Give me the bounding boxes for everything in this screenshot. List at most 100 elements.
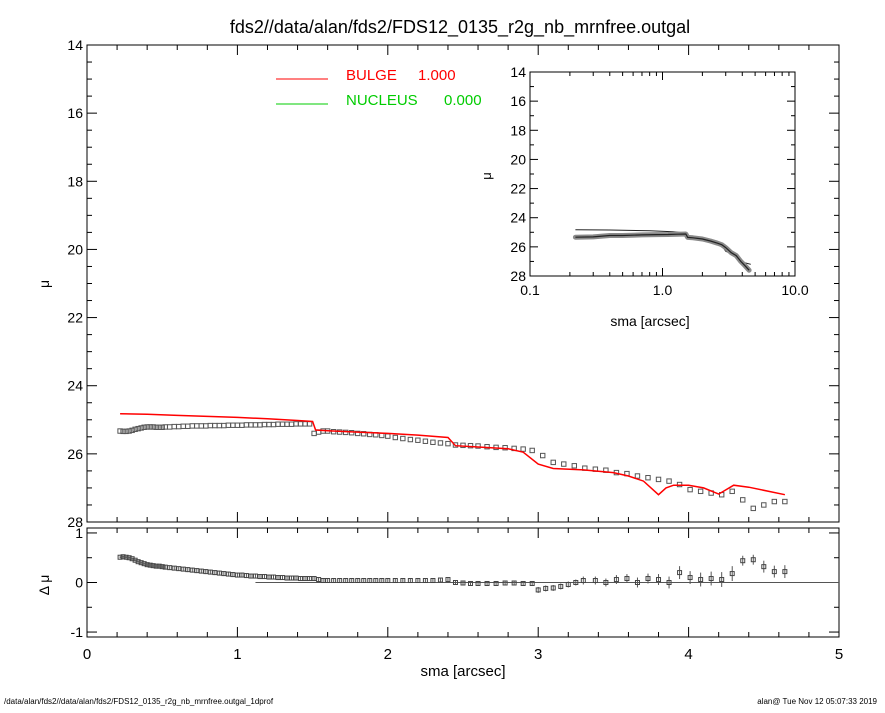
main-data-point xyxy=(529,447,535,454)
residual-x-tick-label: 0 xyxy=(83,646,91,663)
main-data-point xyxy=(156,424,162,430)
residual-point xyxy=(230,572,236,578)
residual-point xyxy=(761,564,767,570)
main-data-point xyxy=(445,440,451,447)
inset-x-tick-label: 1.0 xyxy=(653,282,673,298)
residual-x-tick-label: 4 xyxy=(684,646,692,663)
main-data-point xyxy=(120,428,126,435)
residual-point xyxy=(141,561,147,567)
residual-point xyxy=(150,563,156,569)
inset-y-tick-label: 22 xyxy=(510,181,526,197)
main-data-point xyxy=(176,423,182,430)
main-data-point xyxy=(452,442,459,448)
main-data-point xyxy=(126,428,132,434)
residual-point xyxy=(468,580,474,586)
residual-point xyxy=(511,580,517,586)
inset-y-tick-label: 20 xyxy=(510,151,526,167)
residual-point xyxy=(203,569,209,575)
residual-point xyxy=(189,567,195,573)
main-data-point xyxy=(221,422,227,429)
residual-point xyxy=(343,578,349,584)
main-y-tick-label: 24 xyxy=(67,378,83,394)
residual-point xyxy=(484,580,490,586)
residual-point xyxy=(252,573,258,579)
residual-y-tick-label: 0 xyxy=(75,575,83,591)
footer-user-timestamp: alan@ Tue Nov 12 05:07:33 2019 xyxy=(757,697,877,706)
residual-point xyxy=(270,574,276,580)
residual-point xyxy=(355,578,361,584)
residual-point xyxy=(729,571,735,577)
main-data-point xyxy=(234,422,241,428)
main-data-point xyxy=(144,424,150,430)
residual-point xyxy=(289,575,295,581)
residual-point xyxy=(520,580,526,586)
main-data-point xyxy=(141,424,147,430)
residual-point xyxy=(159,564,165,570)
chart-title: fds2//data/alan/fds2/FDS12_0135_r2g_nb_m… xyxy=(230,17,690,38)
residual-point xyxy=(311,576,317,582)
main-data-point xyxy=(782,498,788,505)
residual-point xyxy=(740,558,746,564)
residual-point xyxy=(367,578,373,584)
main-y-tick-label: 18 xyxy=(67,173,83,189)
residual-point xyxy=(132,557,138,563)
main-data-point xyxy=(771,498,778,505)
main-data-point xyxy=(212,422,218,429)
bottom-x-axis-label: sma [arcsec] xyxy=(420,663,505,680)
residual-point xyxy=(257,574,263,580)
main-bulge-model-line xyxy=(120,412,786,496)
main-data-point xyxy=(306,421,313,427)
residual-point xyxy=(180,566,186,572)
inset-y-axis-label: μ xyxy=(479,172,494,180)
residual-point xyxy=(698,577,704,583)
main-data-point xyxy=(400,435,406,442)
legend-bulge-value: 1.000 xyxy=(418,67,456,84)
main-data-point xyxy=(248,422,254,428)
residual-x-tick-label: 3 xyxy=(534,646,542,663)
main-data-point xyxy=(407,436,414,443)
main-data-point xyxy=(697,488,704,495)
main-data-point xyxy=(385,433,391,439)
main-data-point xyxy=(147,424,153,430)
residual-y-tick-label: 1 xyxy=(75,525,83,541)
main-data-point xyxy=(349,430,355,436)
residual-point xyxy=(502,580,508,586)
residual-point xyxy=(603,580,609,585)
residual-point xyxy=(666,580,672,585)
residual-point xyxy=(415,578,421,584)
residual-point xyxy=(239,572,245,578)
main-data-point xyxy=(239,422,245,428)
residual-point xyxy=(320,578,326,584)
residual-point xyxy=(266,574,272,580)
main-data-point xyxy=(550,459,556,466)
residual-point xyxy=(325,578,331,584)
residual-point xyxy=(144,562,150,568)
residual-point xyxy=(475,580,481,586)
residual-point xyxy=(613,577,619,583)
main-data-point xyxy=(279,421,286,427)
main-panel-frame xyxy=(86,44,840,523)
main-data-point xyxy=(687,486,693,493)
residual-point xyxy=(275,575,281,581)
inset-panel-frame xyxy=(529,71,796,277)
main-data-point xyxy=(311,430,317,437)
inset-x-tick-label: 10.0 xyxy=(781,282,808,298)
residual-point xyxy=(550,585,556,591)
residual-point xyxy=(385,578,391,584)
main-data-point xyxy=(225,422,232,428)
residual-point xyxy=(225,571,231,577)
residual-point xyxy=(126,555,132,561)
main-data-point xyxy=(135,425,141,432)
residual-point xyxy=(422,578,428,584)
residual-point xyxy=(138,560,144,566)
main-data-point xyxy=(194,423,200,429)
residual-point xyxy=(592,578,598,584)
main-data-point xyxy=(198,423,205,429)
residual-point xyxy=(153,563,159,569)
residual-point xyxy=(284,575,290,581)
residual-point xyxy=(677,570,683,576)
residual-point xyxy=(493,580,499,586)
main-data-point xyxy=(655,476,662,483)
main-data-point xyxy=(361,431,367,437)
residual-point xyxy=(529,580,535,586)
